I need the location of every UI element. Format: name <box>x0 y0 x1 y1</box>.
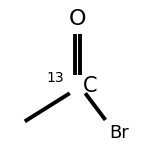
Text: C: C <box>83 76 97 96</box>
Text: 13: 13 <box>47 71 64 85</box>
Text: Br: Br <box>109 124 129 142</box>
Text: O: O <box>69 9 86 29</box>
